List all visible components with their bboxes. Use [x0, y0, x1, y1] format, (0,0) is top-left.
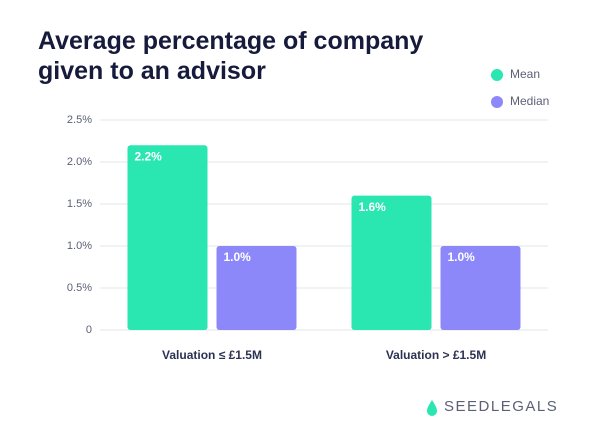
data-label: 1.0% [448, 250, 476, 264]
x-tick-label: Valuation > £1.5M [386, 348, 486, 362]
legend-label: Mean [510, 67, 540, 81]
brand-icon [427, 400, 437, 416]
y-tick-label: 2.5% [67, 114, 92, 126]
y-tick-label: 0 [86, 324, 92, 336]
y-tick-label: 0.5% [67, 282, 92, 294]
data-label: 2.2% [135, 149, 163, 163]
legend-label: Median [510, 94, 549, 108]
data-label: 1.6% [359, 200, 387, 214]
x-tick-label: Valuation ≤ £1.5M [162, 348, 262, 362]
bar [351, 195, 432, 330]
bar [440, 246, 521, 330]
bar [127, 145, 208, 330]
chart-title: Average percentage of company given to a… [38, 27, 424, 85]
y-tick-label: 1.0% [67, 240, 92, 252]
y-tick-label: 2.0% [67, 156, 92, 168]
legend-swatch [491, 96, 503, 108]
y-tick-label: 1.5% [67, 198, 92, 210]
bar [216, 246, 297, 330]
data-label: 1.0% [224, 250, 252, 264]
brand: SEEDLEGALS [444, 398, 558, 415]
legend-swatch [491, 69, 503, 81]
